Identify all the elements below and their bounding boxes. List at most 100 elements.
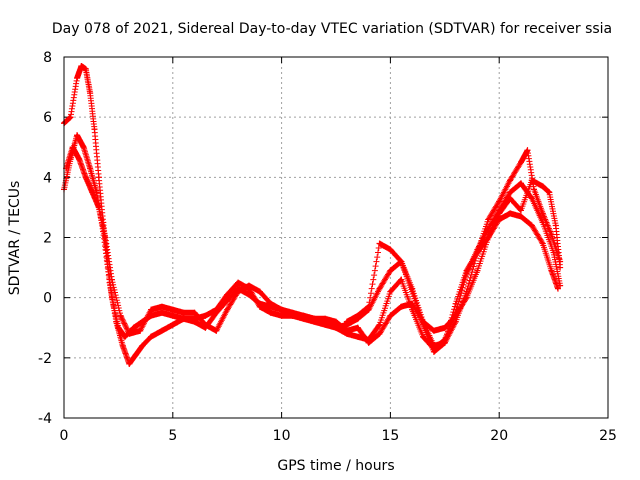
- data-point: [528, 195, 535, 202]
- data-point: [528, 222, 535, 229]
- data-point: [517, 207, 524, 214]
- data-point: [430, 348, 437, 355]
- data-point: [213, 306, 220, 313]
- series-track-b: [61, 63, 564, 349]
- data-point: [180, 309, 187, 316]
- data-point: [517, 159, 524, 166]
- data-point: [158, 327, 165, 334]
- series-trace: [63, 144, 561, 346]
- data-point: [82, 66, 89, 73]
- data-point: [235, 288, 242, 295]
- data-point: [387, 312, 394, 319]
- data-point: [452, 300, 459, 307]
- data-point: [80, 144, 87, 151]
- data-point: [91, 126, 98, 133]
- data-point: [322, 321, 329, 328]
- data-point: [224, 306, 231, 313]
- data-point: [539, 240, 546, 247]
- data-point: [89, 189, 96, 196]
- data-point: [528, 177, 535, 184]
- data-point: [132, 351, 139, 358]
- data-point: [102, 234, 109, 241]
- data-point: [76, 156, 83, 163]
- data-point: [278, 306, 285, 313]
- data-point: [409, 288, 416, 295]
- data-point: [546, 189, 553, 196]
- data-point: [169, 306, 176, 313]
- data-point: [365, 303, 372, 310]
- data-point: [354, 324, 361, 331]
- data-point: [548, 231, 555, 238]
- data-point: [119, 342, 126, 349]
- data-point: [387, 267, 394, 274]
- data-point: [158, 303, 165, 310]
- data-point: [202, 321, 209, 328]
- y-tick-label: 4: [43, 170, 52, 186]
- data-point: [224, 291, 231, 298]
- data-point: [507, 210, 514, 217]
- x-axis-label: GPS time / hours: [277, 458, 394, 474]
- data-point: [333, 318, 339, 325]
- data-point: [365, 339, 372, 346]
- data-point: [82, 174, 89, 181]
- data-point: [256, 303, 263, 310]
- data-point: [180, 315, 187, 322]
- data-point: [117, 312, 124, 319]
- data-point: [354, 333, 361, 340]
- data-point: [354, 312, 361, 319]
- data-point: [517, 180, 524, 187]
- data-point: [121, 333, 128, 340]
- data-point: [474, 249, 481, 256]
- x-tick-label: 25: [599, 428, 617, 444]
- series-track-c: [63, 144, 561, 346]
- y-tick-label: 6: [43, 110, 52, 126]
- axis-ticks: 0 5 10 15 20 25 -4 -2 0 2 4 6 8: [38, 50, 617, 444]
- y-tick-label: 0: [43, 291, 52, 307]
- data-point: [343, 327, 350, 334]
- data-point: [376, 321, 383, 328]
- data-point: [507, 177, 514, 184]
- data-point: [158, 309, 165, 316]
- data-point: [126, 360, 133, 367]
- series-track-d: [343, 177, 564, 355]
- data-point: [202, 312, 209, 319]
- data-point: [245, 282, 252, 289]
- data-point: [126, 330, 133, 337]
- data-point: [539, 183, 546, 190]
- data-point: [108, 276, 115, 283]
- data-point: [420, 321, 427, 328]
- data-point: [256, 288, 263, 295]
- data-point: [554, 285, 561, 292]
- x-tick-label: 5: [168, 428, 177, 444]
- data-point: [452, 312, 459, 319]
- data-point: [311, 315, 318, 322]
- data-point: [139, 342, 146, 349]
- x-tick-label: 15: [381, 428, 399, 444]
- y-tick-label: 8: [43, 50, 52, 66]
- data-point: [95, 174, 102, 181]
- y-tick-label: -4: [38, 411, 52, 427]
- data-point: [507, 195, 514, 202]
- data-point: [441, 339, 448, 346]
- data-point: [430, 327, 437, 334]
- chart-title: Day 078 of 2021, Sidereal Day-to-day VTE…: [52, 21, 612, 37]
- x-tick-label: 20: [490, 428, 508, 444]
- data-point: [507, 189, 514, 196]
- data-point: [169, 312, 176, 319]
- data-point: [398, 276, 405, 283]
- data-point: [333, 324, 339, 331]
- y-tick-label: 2: [43, 231, 52, 247]
- data-point: [148, 333, 155, 340]
- data-point: [517, 213, 524, 220]
- data-point: [267, 309, 274, 316]
- data-point: [376, 330, 383, 337]
- data-point: [267, 300, 274, 307]
- series-trace: [61, 63, 563, 349]
- data-point: [87, 165, 94, 172]
- x-tick-label: 10: [273, 428, 291, 444]
- data-point: [278, 312, 285, 319]
- plot-frame: [63, 56, 609, 419]
- data-point: [485, 234, 492, 241]
- data-point: [485, 216, 492, 223]
